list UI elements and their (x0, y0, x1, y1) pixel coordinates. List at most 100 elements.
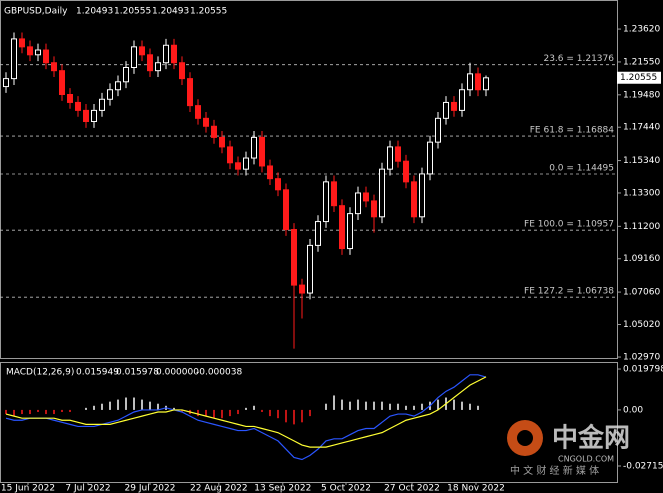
x-tick-label: 15 Jun 2022 (1, 484, 55, 493)
candle-body (131, 46, 137, 69)
candle-body (459, 89, 465, 111)
candle-body (11, 38, 17, 80)
candle-body (347, 213, 353, 250)
candle-body (67, 94, 73, 103)
y-tick-label: 1.19480 (623, 90, 660, 100)
candle-body (259, 136, 265, 167)
y-tick-label: 1.23620 (623, 25, 660, 35)
header-value: 1.20493 (152, 7, 189, 17)
candle-body (163, 44, 169, 64)
y-tick-label: 0.00 (623, 405, 643, 415)
candle-body (483, 77, 489, 91)
candle-body (115, 81, 121, 91)
y-tick-label: -0.027155 (623, 462, 663, 472)
candle-body (99, 98, 105, 111)
y-tick-label: 1.07060 (623, 288, 660, 298)
candle-body (83, 109, 89, 123)
watermark-logo-hole (517, 430, 533, 446)
candle-body (203, 117, 209, 127)
candle-body (155, 62, 161, 72)
candle-body (19, 38, 25, 48)
candle-body (211, 125, 217, 138)
level-label: FE 100.0 = 1.10957 (524, 220, 614, 230)
candle-body (371, 200, 377, 218)
candle-body (243, 157, 249, 170)
y-tick-label: 1.17440 (623, 123, 660, 133)
candle-body (403, 160, 409, 183)
y-tick-label: 1.15340 (623, 156, 660, 166)
candle-body (123, 67, 129, 83)
chart-title: GBPUSD,Daily (4, 7, 68, 17)
candle-body (435, 117, 441, 143)
candle-body (283, 189, 289, 231)
candle-body (387, 146, 393, 170)
header-value: 1.20493 (76, 7, 113, 17)
indicator-value: -0.000038 (196, 368, 242, 378)
candle-body (419, 173, 425, 218)
candle-body (275, 178, 281, 191)
candle-body (227, 146, 233, 164)
candle-body (379, 168, 385, 218)
candle-body (179, 62, 185, 80)
y-tick-label: 1.13300 (623, 188, 660, 198)
indicator-title: MACD(12,26,9) (6, 368, 74, 378)
candle-body (451, 101, 457, 111)
candle-body (331, 181, 337, 207)
y-tick-label: 0.019798 (623, 365, 663, 375)
candle-body (395, 146, 401, 162)
candle-body (219, 136, 225, 148)
candle-body (339, 205, 345, 250)
level-label: 0.0 = 1.14495 (549, 163, 614, 173)
candle-body (35, 49, 41, 56)
candle-body (323, 181, 329, 223)
x-tick-label: 27 Oct 2022 (384, 484, 440, 493)
candle-body (91, 109, 97, 123)
indicator-value: 0.015949 (76, 368, 119, 378)
candle-body (355, 192, 361, 215)
candle-body (107, 89, 113, 100)
candle-body (363, 192, 369, 202)
candle-body (43, 49, 49, 64)
candle-body (3, 78, 9, 88)
x-tick-label: 7 Jul 2022 (65, 484, 110, 493)
current-price: 1.20555 (620, 73, 657, 83)
y-tick-label: 1.05020 (623, 320, 660, 330)
candle-body (467, 73, 473, 91)
indicator-value: 0.000000 (156, 368, 199, 378)
level-label: FE 61.8 = 1.16884 (530, 126, 615, 136)
candle-body (147, 54, 153, 72)
candle-body (411, 181, 417, 218)
watermark-tagline: 中 文 财 经 新 媒 体 (510, 464, 599, 477)
candle-body (59, 70, 65, 96)
y-tick-label: 1.21550 (623, 57, 660, 67)
y-tick-label: 1.02970 (623, 353, 660, 363)
header-value: 1.20555 (190, 7, 227, 17)
candle-body (443, 101, 449, 119)
candle-body (315, 221, 321, 246)
y-tick-label: 1.11200 (623, 222, 660, 232)
candle-body (307, 244, 313, 294)
price-panel (0, 0, 618, 359)
candle-body (139, 46, 145, 56)
x-tick-label: 18 Nov 2022 (447, 484, 505, 493)
header-value: 1.20555 (114, 7, 151, 17)
level-label: FE 127.2 = 1.06738 (524, 287, 614, 297)
indicator-value: 0.015978 (116, 368, 159, 378)
x-tick-label: 5 Oct 2022 (321, 484, 371, 493)
x-tick-label: 13 Sep 2022 (254, 484, 311, 493)
candle-body (291, 229, 297, 286)
candle-body (195, 105, 201, 119)
current-price-box (617, 71, 661, 84)
candle-body (27, 46, 33, 56)
candle-body (171, 44, 177, 64)
y-tick-label: 1.09160 (623, 254, 660, 264)
candle-body (251, 136, 257, 159)
candle-body (427, 141, 433, 175)
candle-body (187, 78, 193, 107)
candle-body (235, 162, 241, 170)
level-label: 23.6 = 1.21376 (543, 54, 614, 64)
candle-body (51, 62, 57, 72)
candle-body (267, 165, 273, 180)
indicator-line (5, 376, 487, 448)
